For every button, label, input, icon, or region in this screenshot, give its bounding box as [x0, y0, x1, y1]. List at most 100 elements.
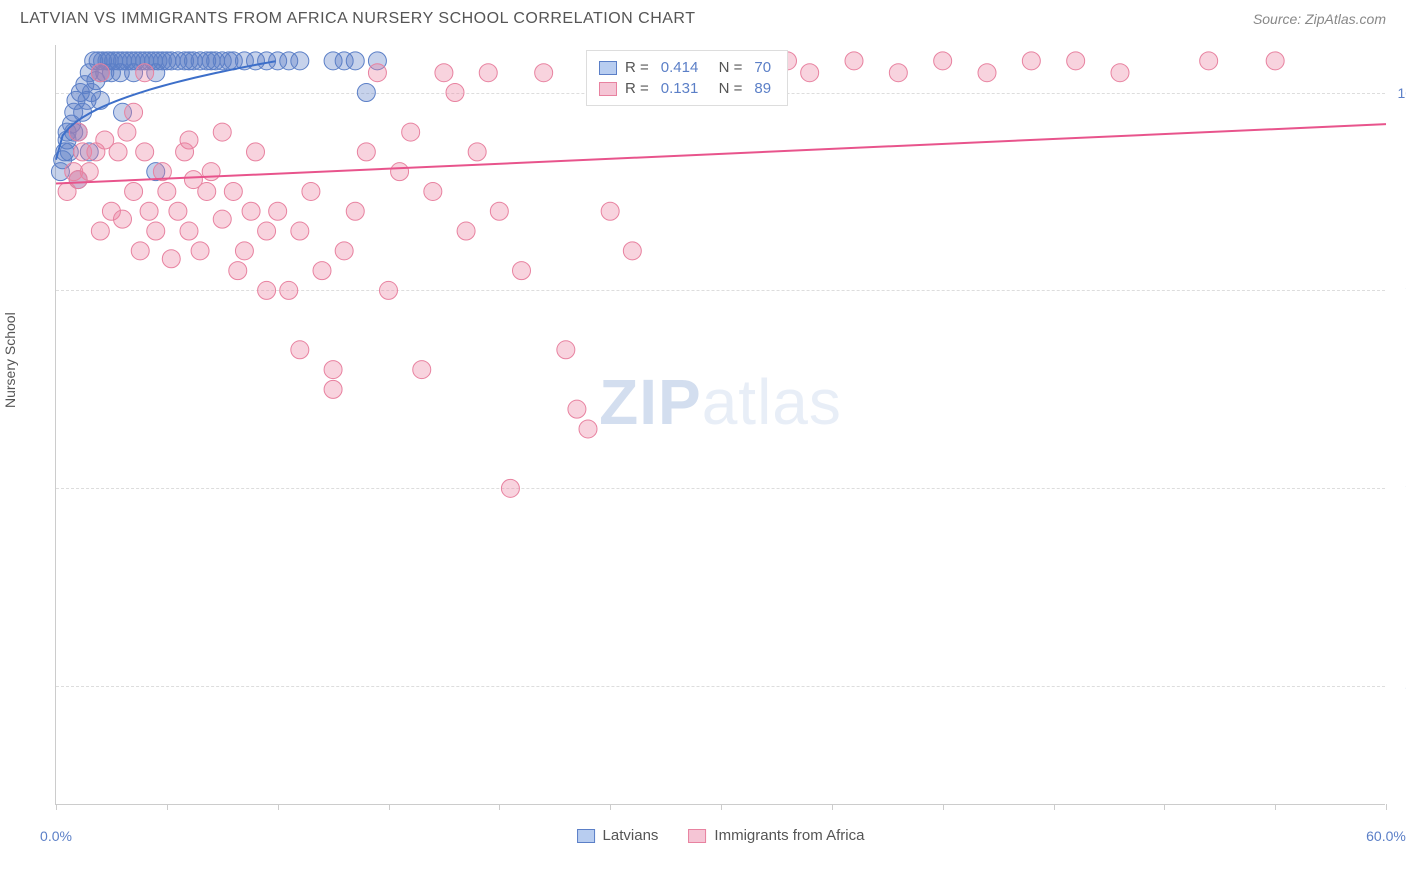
x-tick [1386, 804, 1387, 810]
scatter-point [568, 400, 586, 418]
scatter-point [513, 262, 531, 280]
scatter-point [224, 182, 242, 200]
legend-r-value: 0.131 [661, 80, 699, 97]
legend-r-label: R = [625, 59, 649, 76]
scatter-point [457, 222, 475, 240]
scatter-point [1111, 64, 1129, 82]
scatter-point [91, 91, 109, 109]
x-tick-label: 0.0% [40, 828, 72, 844]
scatter-point [291, 341, 309, 359]
scatter-point [324, 380, 342, 398]
scatter-point [346, 52, 364, 70]
scatter-point [125, 182, 143, 200]
scatter-point [258, 281, 276, 299]
scatter-point [118, 123, 136, 141]
scatter-point [258, 222, 276, 240]
scatter-point [1200, 52, 1218, 70]
scatter-point [213, 210, 231, 228]
scatter-point [468, 143, 486, 161]
legend-item: Latvians [577, 827, 659, 844]
chart-container: LATVIAN VS IMMIGRANTS FROM AFRICA NURSER… [0, 0, 1406, 892]
scatter-point [413, 361, 431, 379]
legend-row: R = 0.414 N = 70 [599, 57, 775, 78]
legend-series: Latvians Immigrants from Africa [577, 827, 865, 844]
legend-r-label: R = [625, 80, 649, 97]
scatter-point [235, 242, 253, 260]
scatter-point [136, 143, 154, 161]
scatter-point [247, 143, 265, 161]
scatter-point [845, 52, 863, 70]
scatter-point [346, 202, 364, 220]
source-label: Source: ZipAtlas.com [1253, 11, 1386, 27]
scatter-point [557, 341, 575, 359]
scatter-point [402, 123, 420, 141]
scatter-point [501, 479, 519, 497]
legend-swatch [688, 829, 706, 843]
scatter-point [162, 250, 180, 268]
scatter-point [114, 210, 132, 228]
scatter-point [191, 242, 209, 260]
scatter-point [978, 64, 996, 82]
scatter-svg [56, 45, 1386, 805]
scatter-point [479, 64, 497, 82]
legend-label: Immigrants from Africa [714, 827, 864, 844]
scatter-point [302, 182, 320, 200]
scatter-point [180, 131, 198, 149]
scatter-point [623, 242, 641, 260]
scatter-point [1067, 52, 1085, 70]
scatter-point [446, 84, 464, 102]
scatter-point [601, 202, 619, 220]
scatter-point [269, 202, 287, 220]
scatter-point [313, 262, 331, 280]
scatter-point [80, 163, 98, 181]
scatter-point [535, 64, 553, 82]
legend-label: Latvians [603, 827, 659, 844]
scatter-point [1022, 52, 1040, 70]
legend-swatch [599, 61, 617, 75]
scatter-point [140, 202, 158, 220]
scatter-point [291, 222, 309, 240]
legend-n-value: 70 [754, 59, 771, 76]
plot-area: ZIPatlas 85.0%90.0%95.0%100.0%0.0%60.0%R… [55, 45, 1385, 805]
scatter-point [889, 64, 907, 82]
scatter-point [291, 52, 309, 70]
legend-n-value: 89 [754, 80, 771, 97]
scatter-point [324, 361, 342, 379]
y-axis-label: Nursery School [2, 312, 18, 408]
scatter-point [91, 64, 109, 82]
scatter-point [169, 202, 187, 220]
legend-n-label: N = [710, 80, 742, 97]
scatter-point [435, 64, 453, 82]
scatter-point [131, 242, 149, 260]
legend-row: R = 0.131 N = 89 [599, 78, 775, 99]
legend-stats: R = 0.414 N = 70 R = 0.131 N = 89 [586, 50, 788, 106]
scatter-point [125, 103, 143, 121]
legend-r-value: 0.414 [661, 59, 699, 76]
scatter-point [91, 222, 109, 240]
scatter-point [242, 202, 260, 220]
legend-item: Immigrants from Africa [688, 827, 864, 844]
y-tick-label: 100.0% [1398, 85, 1406, 101]
scatter-point [147, 222, 165, 240]
scatter-point [579, 420, 597, 438]
scatter-point [202, 163, 220, 181]
scatter-point [1266, 52, 1284, 70]
scatter-point [490, 202, 508, 220]
scatter-point [424, 182, 442, 200]
scatter-point [934, 52, 952, 70]
scatter-point [158, 182, 176, 200]
scatter-point [213, 123, 231, 141]
scatter-point [380, 281, 398, 299]
scatter-point [335, 242, 353, 260]
scatter-point [229, 262, 247, 280]
scatter-point [357, 84, 375, 102]
scatter-point [368, 64, 386, 82]
legend-n-label: N = [710, 59, 742, 76]
scatter-point [180, 222, 198, 240]
scatter-point [136, 64, 154, 82]
scatter-point [391, 163, 409, 181]
legend-swatch [599, 82, 617, 96]
scatter-point [280, 281, 298, 299]
scatter-point [801, 64, 819, 82]
legend-swatch [577, 829, 595, 843]
